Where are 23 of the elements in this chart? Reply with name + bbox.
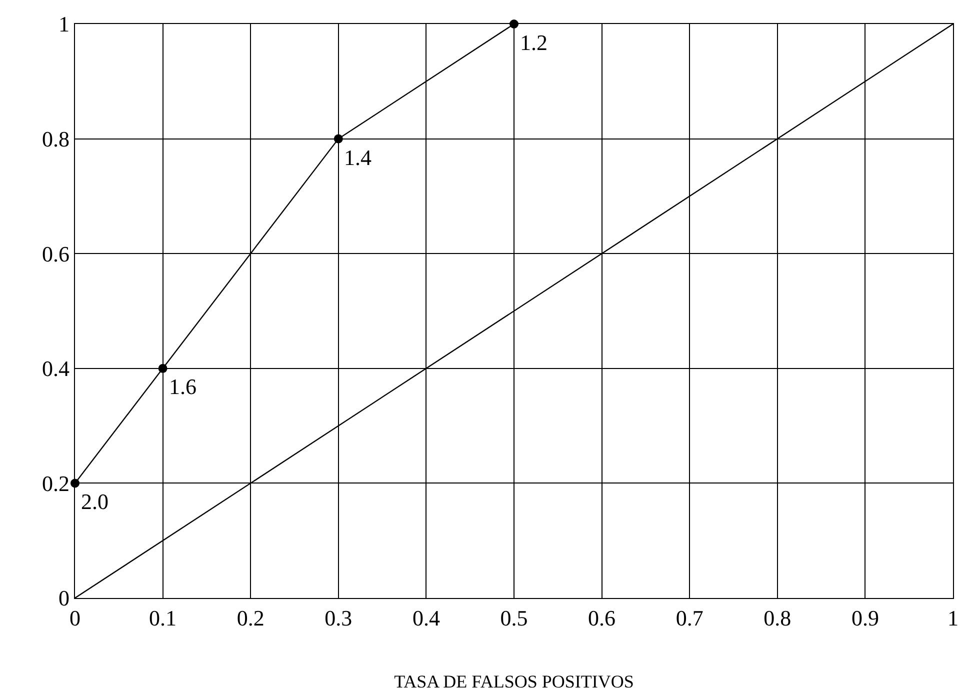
- x-tick-label: 0.7: [676, 606, 704, 630]
- annotation: 2.0: [81, 489, 108, 514]
- x-axis-title: TASA DE FALSOS POSITIVOS: [394, 672, 634, 692]
- y-tick-label: 0: [58, 586, 70, 611]
- x-tick-label: 0.8: [764, 606, 792, 630]
- x-tick-label: 0.3: [324, 606, 352, 630]
- x-tick-label: 0.9: [851, 606, 879, 630]
- point: [158, 364, 168, 373]
- y-tick-label: 0.6: [42, 241, 70, 266]
- x-tick-label: 0.6: [588, 606, 616, 630]
- x-tick-label: 0.4: [412, 606, 440, 630]
- point: [334, 134, 343, 144]
- y-tick-label: 0.4: [42, 356, 70, 382]
- y-tick-label: 0.8: [42, 126, 70, 152]
- y-tick-label: 1: [58, 12, 70, 37]
- x-tick-label: 0.5: [500, 606, 528, 630]
- annotation: 1.6: [169, 374, 196, 399]
- x-tick-label: 0.2: [236, 606, 264, 630]
- y-tick-label: 0.2: [42, 470, 70, 496]
- annotation: 1.4: [344, 145, 372, 170]
- x-tick-label: 1: [948, 606, 958, 630]
- annotation: 1.2: [520, 30, 548, 55]
- x-tick-label: 0.1: [149, 606, 177, 630]
